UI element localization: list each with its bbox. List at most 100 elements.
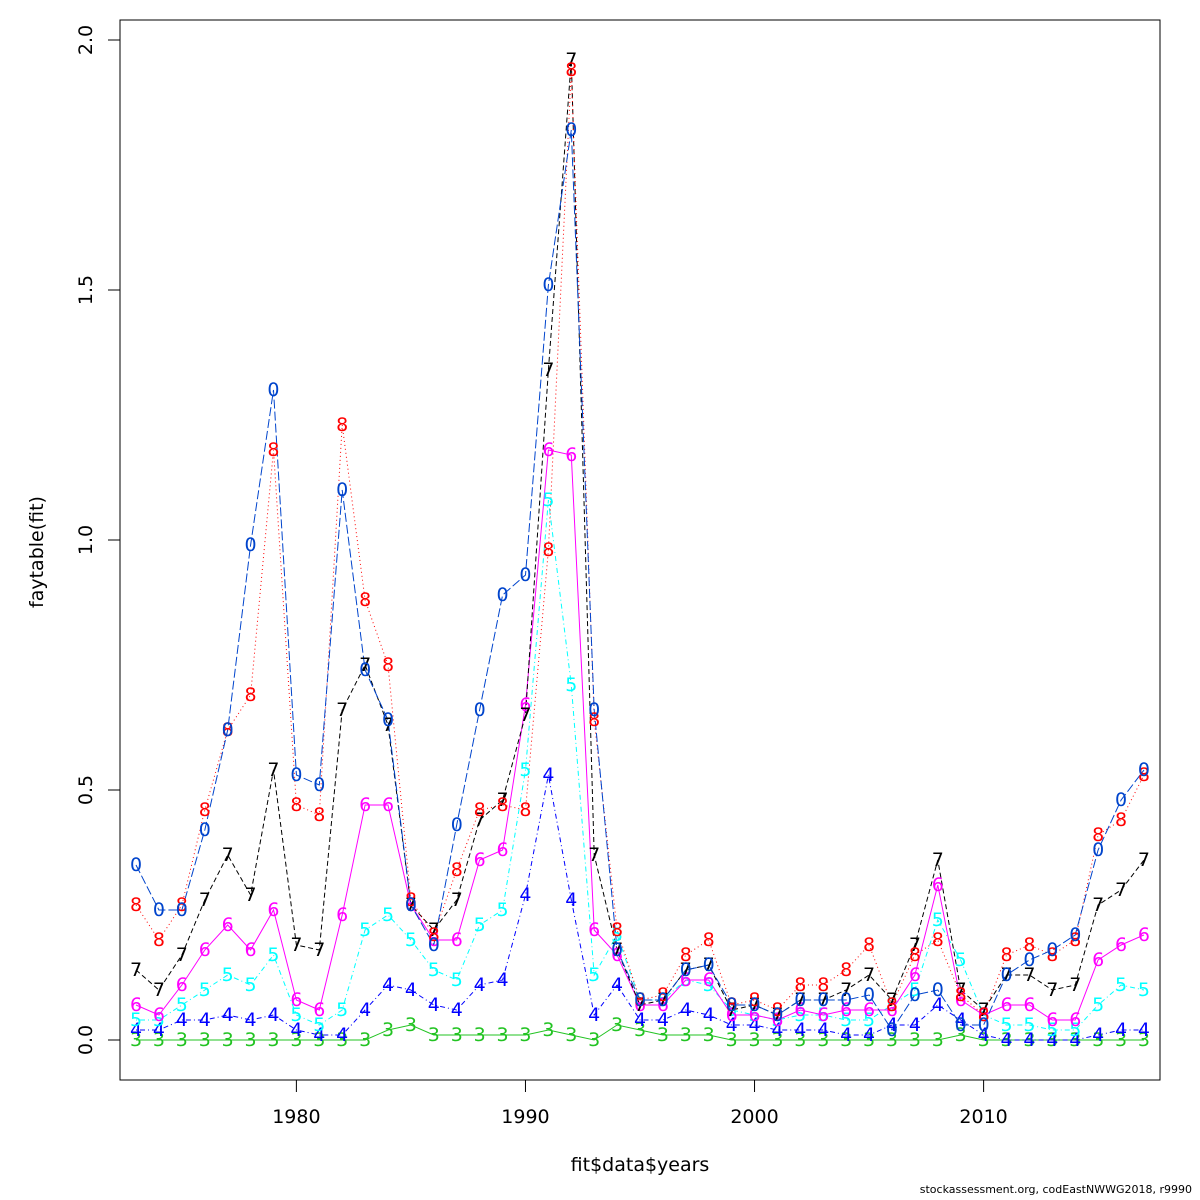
- point-label-8: 8: [451, 859, 463, 881]
- point-label-5: 5: [886, 994, 898, 1016]
- point-label-8: 8: [405, 889, 417, 911]
- point-label-8: 8: [474, 799, 486, 821]
- point-label-4: 4: [588, 1004, 600, 1026]
- point-label-0: 0: [955, 1014, 967, 1036]
- point-label-8: 8: [863, 934, 875, 956]
- point-label-3: 3: [657, 1024, 669, 1046]
- point-label-6: 6: [863, 999, 875, 1021]
- point-label-6: 6: [588, 919, 600, 941]
- point-label-6: 6: [542, 439, 554, 461]
- point-label-6: 6: [405, 894, 417, 916]
- point-label-6: 6: [382, 794, 394, 816]
- point-label-3: 3: [748, 1029, 760, 1051]
- point-label-5: 5: [290, 1004, 302, 1026]
- point-label-8: 8: [565, 59, 577, 81]
- y-axis-title: faytable(fit): [26, 496, 48, 608]
- point-label-3: 3: [497, 1024, 509, 1046]
- series-line-6: [135, 449, 1145, 1021]
- point-label-5: 5: [565, 674, 577, 696]
- point-label-4: 4: [1046, 1029, 1058, 1051]
- point-label-3: 3: [290, 1029, 302, 1051]
- point-label-0: 0: [817, 989, 829, 1011]
- point-label-0: 0: [771, 1004, 783, 1026]
- point-label-8: 8: [588, 709, 600, 731]
- point-label-4: 4: [519, 884, 531, 906]
- y-tick-label: 1.5: [75, 275, 97, 305]
- point-label-6: 6: [451, 929, 463, 951]
- point-label-4: 4: [1000, 1029, 1012, 1051]
- point-label-5: 5: [1092, 994, 1104, 1016]
- point-label-8: 8: [726, 994, 738, 1016]
- point-label-8: 8: [703, 929, 715, 951]
- point-label-7: 7: [932, 849, 944, 871]
- point-label-0: 0: [1023, 949, 1035, 971]
- y-tick-label: 0.5: [75, 775, 97, 805]
- point-label-8: 8: [1115, 809, 1127, 831]
- point-label-8: 8: [1046, 944, 1058, 966]
- point-label-7: 7: [588, 844, 600, 866]
- point-label-5: 5: [153, 1009, 165, 1031]
- point-label-0: 0: [611, 939, 623, 961]
- point-label-7: 7: [267, 759, 279, 781]
- point-label-0: 0: [1138, 759, 1150, 781]
- point-label-8: 8: [176, 894, 188, 916]
- point-label-5: 5: [1069, 1019, 1081, 1041]
- point-label-7: 7: [290, 934, 302, 956]
- point-label-0: 0: [909, 984, 921, 1006]
- point-label-4: 4: [176, 1009, 188, 1031]
- point-label-3: 3: [474, 1024, 486, 1046]
- point-label-3: 3: [680, 1024, 692, 1046]
- point-label-4: 4: [1115, 1019, 1127, 1041]
- point-label-7: 7: [909, 934, 921, 956]
- point-label-3: 3: [428, 1024, 440, 1046]
- y-tick-label: 1.0: [75, 525, 97, 555]
- point-label-8: 8: [519, 799, 531, 821]
- point-label-6: 6: [565, 444, 577, 466]
- point-label-5: 5: [176, 994, 188, 1016]
- point-label-8: 8: [932, 929, 944, 951]
- point-label-7: 7: [382, 714, 394, 736]
- point-label-4: 4: [153, 1019, 165, 1041]
- point-label-0: 0: [222, 719, 234, 741]
- point-label-0: 0: [588, 699, 600, 721]
- point-label-0: 0: [497, 584, 509, 606]
- point-label-4: 4: [359, 999, 371, 1021]
- point-label-5: 5: [428, 959, 440, 981]
- point-label-0: 0: [1000, 964, 1012, 986]
- point-label-8: 8: [428, 924, 440, 946]
- point-label-4: 4: [130, 1019, 142, 1041]
- point-label-4: 4: [703, 1004, 715, 1026]
- point-label-7: 7: [657, 989, 669, 1011]
- point-label-0: 0: [267, 379, 279, 401]
- point-label-5: 5: [1046, 1019, 1058, 1041]
- point-label-8: 8: [245, 684, 257, 706]
- point-label-7: 7: [153, 979, 165, 1001]
- point-label-8: 8: [382, 654, 394, 676]
- x-tick-label: 2010: [959, 1106, 1007, 1128]
- point-label-7: 7: [771, 1004, 783, 1026]
- point-label-3: 3: [955, 1024, 967, 1046]
- point-label-3: 3: [199, 1029, 211, 1051]
- point-label-3: 3: [519, 1024, 531, 1046]
- x-tick-label: 1980: [272, 1106, 320, 1128]
- point-label-0: 0: [245, 534, 257, 556]
- point-label-4: 4: [863, 1024, 875, 1046]
- point-label-4: 4: [336, 1024, 348, 1046]
- point-label-6: 6: [840, 999, 852, 1021]
- point-label-4: 4: [726, 1014, 738, 1036]
- point-label-7: 7: [1046, 979, 1058, 1001]
- x-tick-label: 2000: [730, 1106, 778, 1128]
- point-label-0: 0: [978, 1014, 990, 1036]
- point-label-7: 7: [634, 994, 646, 1016]
- point-label-0: 0: [932, 979, 944, 1001]
- point-label-7: 7: [840, 979, 852, 1001]
- point-label-6: 6: [176, 974, 188, 996]
- point-label-7: 7: [1023, 964, 1035, 986]
- point-label-0: 0: [336, 479, 348, 501]
- point-label-7: 7: [130, 959, 142, 981]
- point-label-7: 7: [726, 999, 738, 1021]
- point-label-8: 8: [130, 894, 142, 916]
- point-label-7: 7: [611, 939, 623, 961]
- point-label-5: 5: [405, 929, 417, 951]
- point-label-3: 3: [588, 1029, 600, 1051]
